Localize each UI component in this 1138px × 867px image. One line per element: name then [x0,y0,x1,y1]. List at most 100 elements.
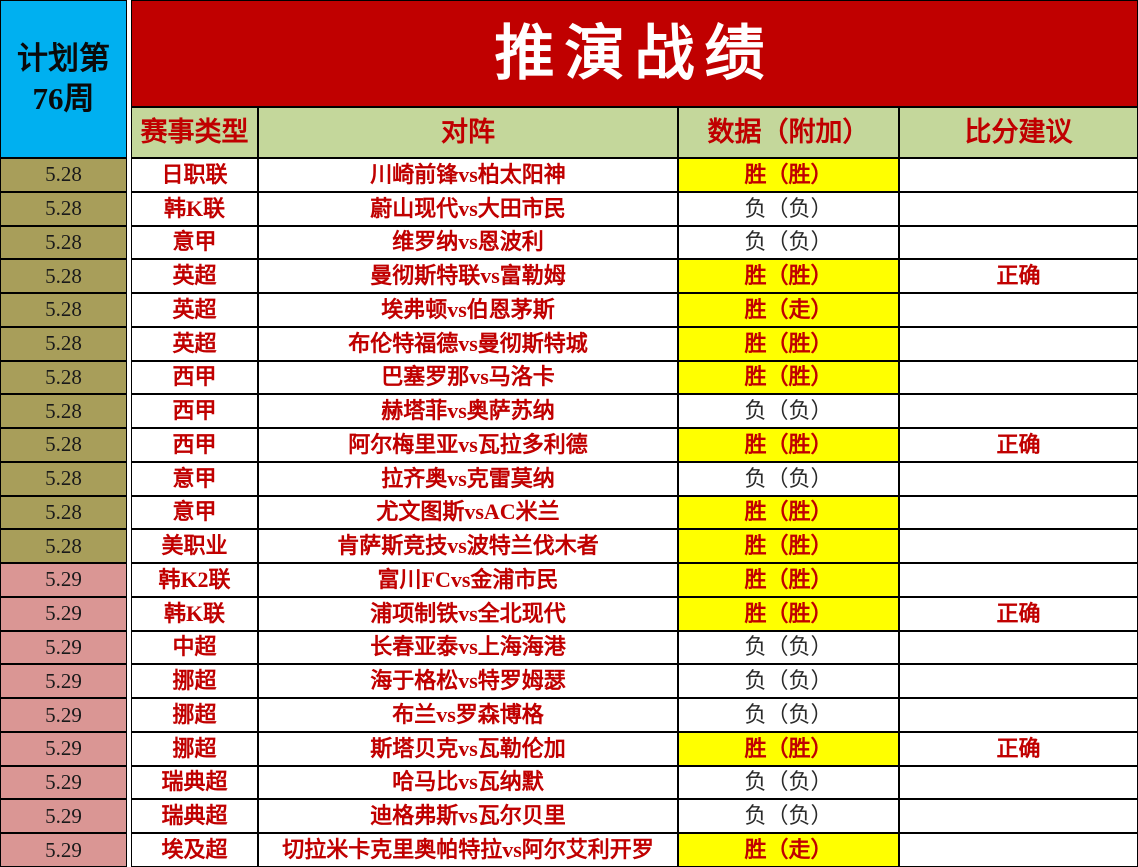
column-header-suggestion[interactable]: 比分建议 [899,107,1138,158]
league-cell[interactable]: 英超 [131,293,258,327]
match-cell[interactable]: 拉齐奥vs克雷莫纳 [258,461,678,496]
match-cell[interactable]: 维罗纳vs恩波利 [258,225,678,260]
result-cell[interactable]: 胜（胜） [678,731,899,766]
league-cell[interactable]: 日职联 [131,158,258,192]
verdict-cell[interactable] [899,191,1138,226]
league-cell[interactable]: 瑞典超 [131,799,258,834]
verdict-cell[interactable] [899,225,1138,260]
match-cell[interactable]: 川崎前锋vs柏太阳神 [258,158,678,192]
date-cell[interactable]: 5.29 [0,698,127,732]
match-cell[interactable]: 肯萨斯竞技vs波特兰伐木者 [258,529,678,564]
date-cell[interactable]: 5.28 [0,529,127,564]
league-cell[interactable]: 英超 [131,326,258,361]
verdict-cell[interactable] [899,158,1138,192]
match-cell[interactable]: 哈马比vs瓦纳默 [258,765,678,800]
column-header-data[interactable]: 数据（附加） [678,107,899,158]
league-cell[interactable]: 韩K联 [131,191,258,226]
league-cell[interactable]: 意甲 [131,495,258,530]
result-cell[interactable]: 负（负） [678,630,899,665]
league-cell[interactable]: 意甲 [131,225,258,260]
verdict-cell[interactable] [899,495,1138,530]
verdict-cell[interactable]: 正确 [899,596,1138,631]
result-cell[interactable]: 胜（胜） [678,360,899,395]
verdict-cell[interactable] [899,630,1138,665]
match-cell[interactable]: 布伦特福德vs曼彻斯特城 [258,326,678,361]
result-cell[interactable]: 负（负） [678,225,899,260]
match-cell[interactable]: 浦项制铁vs全北现代 [258,596,678,631]
league-cell[interactable]: 挪超 [131,698,258,732]
result-cell[interactable]: 胜（胜） [678,495,899,530]
league-cell[interactable]: 韩K联 [131,596,258,631]
result-cell[interactable]: 胜（胜） [678,529,899,564]
league-cell[interactable]: 埃及超 [131,833,258,867]
date-cell[interactable]: 5.28 [0,191,127,226]
result-cell[interactable]: 胜（走） [678,833,899,867]
date-cell[interactable]: 5.28 [0,495,127,530]
date-cell[interactable]: 5.29 [0,833,127,867]
league-cell[interactable]: 美职业 [131,529,258,564]
date-cell[interactable]: 5.29 [0,731,127,766]
result-cell[interactable]: 负（负） [678,461,899,496]
match-cell[interactable]: 埃弗顿vs伯恩茅斯 [258,293,678,327]
result-cell[interactable]: 胜（胜） [678,428,899,462]
date-cell[interactable]: 5.28 [0,259,127,294]
verdict-cell[interactable] [899,833,1138,867]
result-cell[interactable]: 负（负） [678,765,899,800]
date-cell[interactable]: 5.29 [0,596,127,631]
date-cell[interactable]: 5.29 [0,630,127,665]
result-cell[interactable]: 胜（胜） [678,158,899,192]
match-cell[interactable]: 海于格松vs特罗姆瑟 [258,664,678,699]
match-cell[interactable]: 曼彻斯特联vs富勒姆 [258,259,678,294]
match-cell[interactable]: 布兰vs罗森博格 [258,698,678,732]
match-cell[interactable]: 富川FCvs金浦市民 [258,563,678,597]
league-cell[interactable]: 意甲 [131,461,258,496]
result-cell[interactable]: 负（负） [678,191,899,226]
date-cell[interactable]: 5.28 [0,428,127,462]
result-cell[interactable]: 负（负） [678,698,899,732]
result-cell[interactable]: 负（负） [678,394,899,429]
verdict-cell[interactable] [899,529,1138,564]
date-cell[interactable]: 5.28 [0,158,127,192]
column-header-match[interactable]: 对阵 [258,107,678,158]
result-cell[interactable]: 胜（胜） [678,259,899,294]
verdict-cell[interactable] [899,293,1138,327]
verdict-cell[interactable] [899,765,1138,800]
verdict-cell[interactable]: 正确 [899,731,1138,766]
result-cell[interactable]: 胜（胜） [678,596,899,631]
date-cell[interactable]: 5.29 [0,765,127,800]
match-cell[interactable]: 切拉米卡克里奥帕特拉vs阿尔艾利开罗 [258,833,678,867]
verdict-cell[interactable] [899,360,1138,395]
date-cell[interactable]: 5.28 [0,461,127,496]
date-cell[interactable]: 5.28 [0,360,127,395]
date-cell[interactable]: 5.28 [0,225,127,260]
match-cell[interactable]: 长春亚泰vs上海海港 [258,630,678,665]
league-cell[interactable]: 西甲 [131,394,258,429]
result-cell[interactable]: 胜（走） [678,293,899,327]
league-cell[interactable]: 挪超 [131,664,258,699]
verdict-cell[interactable]: 正确 [899,428,1138,462]
date-cell[interactable]: 5.28 [0,394,127,429]
match-cell[interactable]: 阿尔梅里亚vs瓦拉多利德 [258,428,678,462]
verdict-cell[interactable] [899,698,1138,732]
date-cell[interactable]: 5.29 [0,563,127,597]
verdict-cell[interactable] [899,326,1138,361]
verdict-cell[interactable] [899,394,1138,429]
column-header-type[interactable]: 赛事类型 [131,107,258,158]
match-cell[interactable]: 蔚山现代vs大田市民 [258,191,678,226]
verdict-cell[interactable]: 正确 [899,259,1138,294]
match-cell[interactable]: 尤文图斯vsAC米兰 [258,495,678,530]
verdict-cell[interactable] [899,461,1138,496]
league-cell[interactable]: 韩K2联 [131,563,258,597]
league-cell[interactable]: 西甲 [131,428,258,462]
result-cell[interactable]: 负（负） [678,664,899,699]
result-cell[interactable]: 负（负） [678,799,899,834]
result-cell[interactable]: 胜（胜） [678,326,899,361]
date-cell[interactable]: 5.28 [0,293,127,327]
match-cell[interactable]: 迪格弗斯vs瓦尔贝里 [258,799,678,834]
league-cell[interactable]: 英超 [131,259,258,294]
match-cell[interactable]: 赫塔菲vs奥萨苏纳 [258,394,678,429]
result-cell[interactable]: 胜（胜） [678,563,899,597]
league-cell[interactable]: 瑞典超 [131,765,258,800]
league-cell[interactable]: 西甲 [131,360,258,395]
verdict-cell[interactable] [899,563,1138,597]
